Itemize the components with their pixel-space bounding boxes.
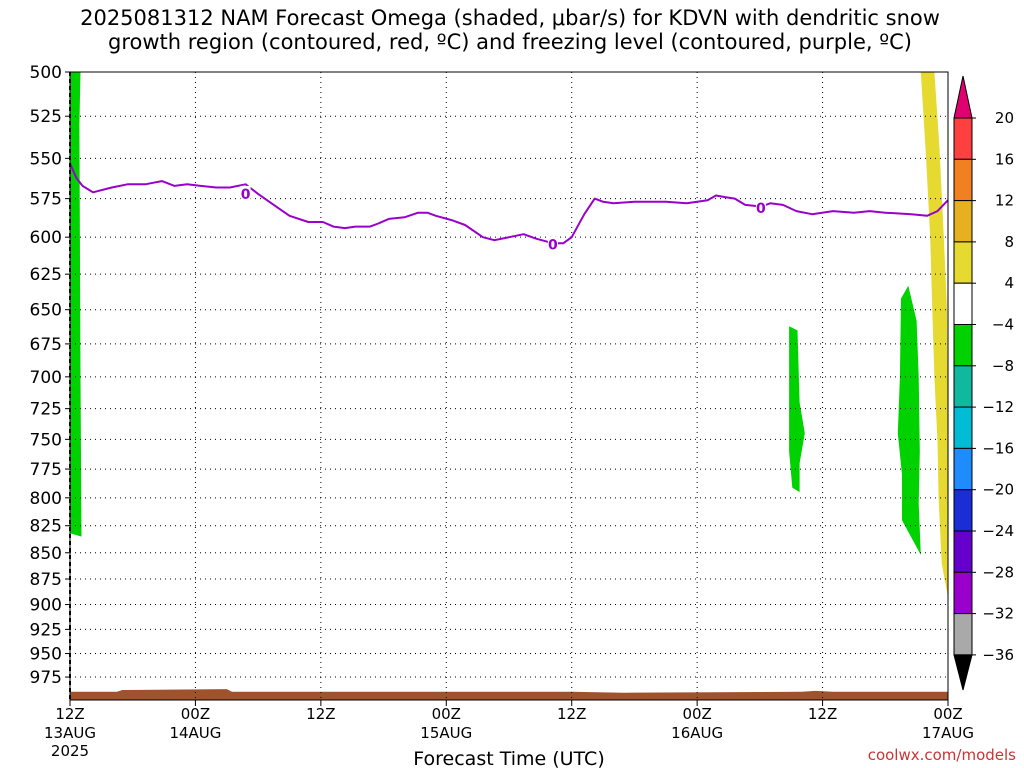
y-tick-label-950: 950 xyxy=(30,645,62,665)
colorbar-box-10 xyxy=(953,530,973,573)
freezing-level-label-0: 0 xyxy=(241,187,251,203)
freezing-level-layer: 0 0 0 xyxy=(69,162,949,254)
colorbar-box-11 xyxy=(953,571,973,615)
colorbar-label-3: 8 xyxy=(1004,233,1014,251)
colorbar-box-7 xyxy=(953,406,973,449)
y-tick-label-550: 550 xyxy=(30,149,62,169)
y-tick-label-575: 575 xyxy=(30,190,62,210)
y-tick-label-625: 625 xyxy=(30,265,62,285)
y-tick-label-725: 725 xyxy=(30,400,62,420)
colorbar-label-10: −24 xyxy=(982,522,1014,540)
chart-title-line1: 2025081312 NAM Forecast Omega (shaded, μ… xyxy=(80,6,940,30)
x-tick-label-84-mid: 17AUG xyxy=(922,724,974,742)
x-tick-label-0-top: 12Z xyxy=(55,705,84,723)
colorbar-box-2 xyxy=(953,200,973,243)
colorbar: 20 16 12 8 4 −4 −8 −12 −16 −20 −24 −28 −32 −36 xyxy=(953,75,1014,691)
y-tick-label-600: 600 xyxy=(30,228,62,248)
freezing-level-label-bg-2 xyxy=(755,200,766,216)
y-tick-label-900: 900 xyxy=(30,596,62,616)
freezing-level-label-1: 0 xyxy=(548,238,558,254)
colorbar-box-6 xyxy=(953,365,973,408)
plot-frame xyxy=(69,71,949,701)
x-tick-label-48-top: 12Z xyxy=(557,705,586,723)
colorbar-label-8: −16 xyxy=(982,439,1014,457)
colorbar-box-8 xyxy=(953,447,973,491)
colorbar-box-12 xyxy=(953,613,973,656)
x-tick-label-36-top: 00Z xyxy=(432,705,461,723)
colorbar-box-0 xyxy=(953,117,973,160)
colorbar-label-2: 12 xyxy=(995,192,1014,210)
omega-region-3 xyxy=(920,72,948,598)
y-tick-label-925: 925 xyxy=(30,620,62,640)
colorbar-label-12: −32 xyxy=(982,605,1014,623)
x-tick-label-12-mid: 14AUG xyxy=(169,724,221,742)
y-tick-label-975: 975 xyxy=(30,668,62,688)
omega-shaded-regions xyxy=(70,72,948,598)
y-tick-label-750: 750 xyxy=(30,430,62,450)
chart-title: 2025081312 NAM Forecast Omega (shaded, μ… xyxy=(0,6,1020,54)
grid-lines xyxy=(70,71,948,700)
x-tick-label-12-top: 00Z xyxy=(181,705,210,723)
colorbar-label-11: −28 xyxy=(982,563,1014,581)
y-tick-label-500: 500 xyxy=(30,63,62,83)
x-tick-label-60-top: 00Z xyxy=(682,705,711,723)
omega-region-0 xyxy=(70,72,82,537)
omega-region-2 xyxy=(897,285,921,555)
y-tick-label-775: 775 xyxy=(30,460,62,480)
x-tick-label-36-mid: 15AUG xyxy=(420,724,472,742)
y-tick-label-650: 650 xyxy=(30,301,62,321)
y-tick-label-825: 825 xyxy=(30,517,62,537)
x-tick-label-0-bot: 2025 xyxy=(51,742,89,760)
colorbar-box-9 xyxy=(953,489,973,532)
x-tick-label-24-top: 12Z xyxy=(306,705,335,723)
y-tick-label-675: 675 xyxy=(30,335,62,355)
axes: 500 525 550 575 600 625 650 675 700 725 750 775 800 8… xyxy=(30,63,974,760)
colorbar-label-7: −12 xyxy=(982,398,1014,416)
chart-title-line2: growth region (contoured, red, ºC) and f… xyxy=(108,30,912,54)
credit-text: coolwx.com/models xyxy=(868,746,1016,764)
freezing-level-label-bg-0 xyxy=(240,185,251,201)
colorbar-box-5 xyxy=(953,324,973,367)
colorbar-box-3 xyxy=(953,241,973,284)
colorbar-box-1 xyxy=(953,158,973,202)
x-axis-label: Forecast Time (UTC) xyxy=(413,748,604,768)
omega-region-1 xyxy=(789,326,805,493)
y-tick-label-525: 525 xyxy=(30,107,62,127)
y-tick-label-800: 800 xyxy=(30,489,62,509)
colorbar-label-5: −4 xyxy=(992,316,1014,334)
y-tick-label-700: 700 xyxy=(30,368,62,388)
colorbar-label-4: 4 xyxy=(1004,274,1014,292)
colorbar-label-1: 16 xyxy=(995,150,1014,168)
colorbar-label-9: −20 xyxy=(982,481,1014,499)
y-tick-label-850: 850 xyxy=(30,544,62,564)
y-tick-label-875: 875 xyxy=(30,570,62,590)
x-tick-label-0-mid: 13AUG xyxy=(44,724,96,742)
colorbar-label-6: −8 xyxy=(992,357,1014,375)
x-tick-label-84-top: 00Z xyxy=(933,705,962,723)
colorbar-label-0: 20 xyxy=(995,109,1014,127)
terrain-area xyxy=(70,689,948,700)
colorbar-label-13: −36 xyxy=(982,646,1014,664)
freezing-level-label-bg-1 xyxy=(547,236,558,252)
freezing-level-line xyxy=(69,162,949,245)
colorbar-top-triangle xyxy=(953,75,973,119)
terrain-layer xyxy=(70,689,948,700)
x-tick-label-60-mid: 16AUG xyxy=(671,724,723,742)
colorbar-bottom-triangle xyxy=(953,654,973,691)
x-tick-label-72-top: 12Z xyxy=(808,705,837,723)
freezing-level-label-2: 0 xyxy=(756,201,766,217)
colorbar-box-4 xyxy=(953,282,973,326)
